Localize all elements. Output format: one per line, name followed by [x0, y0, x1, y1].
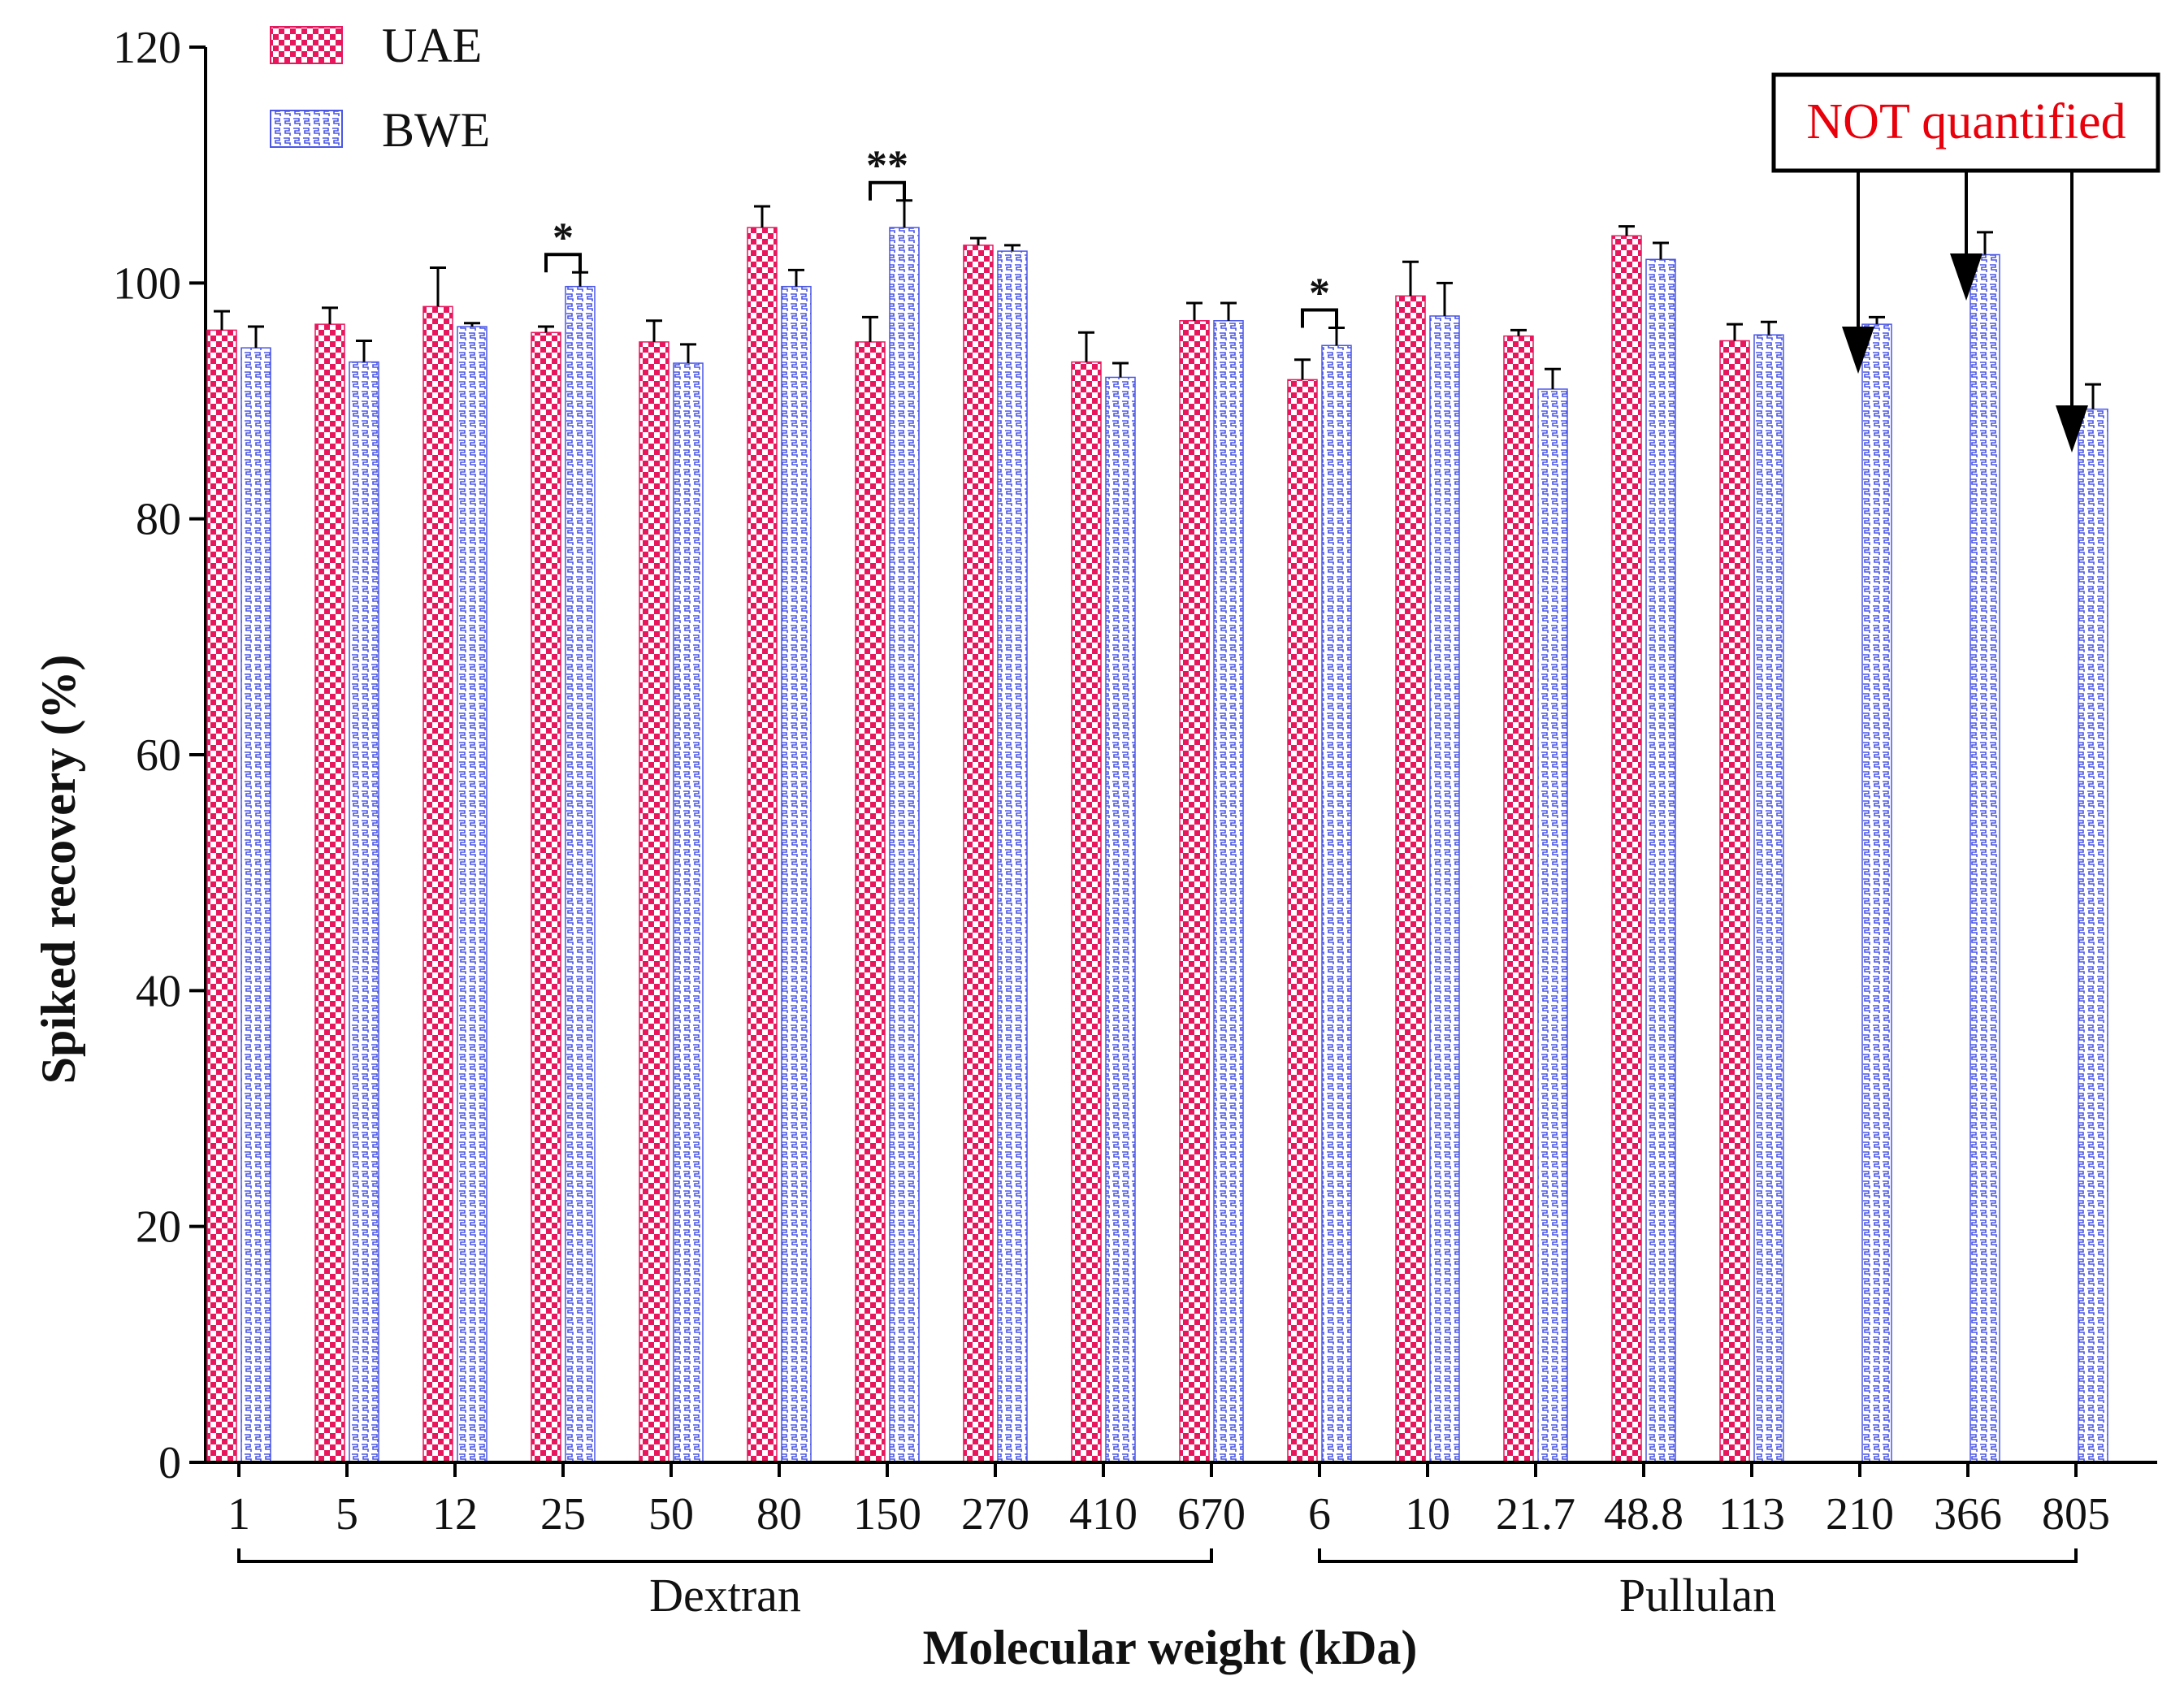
- x-tick-label: 366: [1934, 1489, 2002, 1540]
- annotation-arrow-head: [1950, 253, 1982, 301]
- bar-uae-1: [206, 329, 237, 1463]
- bar-uae-50: [639, 341, 670, 1463]
- bar-bwe-10: [1429, 315, 1460, 1463]
- y-tick-label: 0: [158, 1438, 181, 1488]
- bars: [206, 199, 2108, 1463]
- bar-bwe-805: [2078, 408, 2108, 1463]
- bar-uae-670: [1179, 320, 1210, 1463]
- legend-label-bwe: BWE: [382, 103, 490, 157]
- x-tick-label: 48.8: [1604, 1489, 1684, 1540]
- y-tick-label: 20: [136, 1202, 181, 1253]
- bar-bwe-80: [781, 285, 812, 1463]
- bar-uae-150: [855, 341, 886, 1463]
- y-tick-label: 100: [113, 258, 181, 309]
- x-tick-label: 150: [853, 1489, 921, 1540]
- bar-bwe-210: [1861, 323, 1892, 1463]
- x-tick-label: 21.7: [1496, 1489, 1575, 1540]
- y-tick-label: 60: [136, 730, 181, 781]
- bar-uae-410: [1071, 361, 1102, 1463]
- not-quantified-box: [1771, 72, 2160, 173]
- bar-uae-5: [314, 323, 345, 1463]
- bar-bwe-1: [240, 347, 271, 1463]
- x-tick-label: 25: [540, 1489, 586, 1540]
- y-tick-label: 80: [136, 495, 181, 545]
- bar-bwe-12: [457, 326, 488, 1463]
- bar-uae-6: [1287, 379, 1318, 1463]
- bar-uae-270: [963, 245, 994, 1463]
- x-tick-label: 670: [1177, 1489, 1246, 1540]
- annotation-arrow-head: [1842, 327, 1874, 374]
- legend-swatch-bwe: [270, 110, 343, 148]
- x-tick-label: 50: [648, 1489, 694, 1540]
- bar-bwe-5: [349, 361, 379, 1463]
- bar-uae-12: [422, 305, 453, 1463]
- bar-uae-113: [1719, 340, 1750, 1463]
- x-tick-label: 80: [756, 1489, 802, 1540]
- bar-uae-25: [531, 331, 561, 1463]
- annotation-arrow-head: [2056, 405, 2088, 453]
- significance-bracket: [544, 253, 582, 273]
- bar-bwe-50: [673, 362, 704, 1463]
- not-quantified-text: NOT quantified: [1806, 94, 2126, 149]
- bar-bwe-48.8: [1645, 258, 1676, 1463]
- x-tick-label: 1: [228, 1489, 250, 1540]
- x-tick-label: 10: [1405, 1489, 1450, 1540]
- significance-bracket: [869, 180, 906, 201]
- group-bracket-dextran: [237, 1548, 1213, 1563]
- x-tick-label: 210: [1826, 1489, 1894, 1540]
- significance-bracket: [1301, 308, 1338, 328]
- y-axis-title: Spiked recovery (%): [32, 655, 85, 1085]
- bar-bwe-21.7: [1537, 388, 1568, 1463]
- significance-label: **: [866, 143, 908, 189]
- x-tick-label: 113: [1718, 1489, 1785, 1540]
- x-tick-label: 6: [1308, 1489, 1331, 1540]
- bar-bwe-25: [565, 285, 596, 1463]
- x-tick-label: 270: [961, 1489, 1029, 1540]
- bar-bwe-113: [1753, 334, 1784, 1463]
- legend-label-uae: UAE: [382, 19, 482, 72]
- x-tick-label: 5: [336, 1489, 358, 1540]
- bar-bwe-366: [1970, 253, 2000, 1463]
- bar-uae-21.7: [1503, 335, 1534, 1463]
- y-tick-label: 40: [136, 966, 181, 1016]
- bar-bwe-270: [997, 250, 1028, 1463]
- significance-markers: ****: [544, 143, 1338, 328]
- bar-bwe-410: [1105, 376, 1136, 1463]
- bar-bwe-670: [1213, 320, 1244, 1463]
- bar-bwe-150: [889, 227, 920, 1463]
- x-tick-label: 805: [2042, 1489, 2110, 1540]
- legend: UAE BWE: [270, 19, 490, 157]
- category-groups: Dextran Pullulan: [237, 1548, 2078, 1622]
- significance-label: *: [1309, 270, 1330, 316]
- group-bracket-pullulan: [1318, 1548, 2078, 1563]
- x-tick-label: 12: [432, 1489, 478, 1540]
- legend-swatch-uae: [270, 26, 343, 64]
- bar-uae-80: [747, 227, 778, 1463]
- bar-uae-48.8: [1611, 235, 1642, 1463]
- not-quantified-annotation: NOT quantified: [1771, 72, 2160, 453]
- bar-uae-10: [1395, 295, 1426, 1463]
- x-axis: 1 5 12 25 50 80 150 270 410 670 6 10 21.7 48.8 113 210 3…: [206, 1461, 2157, 1540]
- significance-label: *: [552, 214, 574, 261]
- bar-bwe-6: [1321, 344, 1352, 1463]
- y-axis: 0 20 40 60 80 100 120: [113, 23, 207, 1488]
- x-axis-title: Molecular weight (kDa): [923, 1621, 1418, 1674]
- y-tick-label: 120: [113, 23, 181, 73]
- x-tick-label: 410: [1069, 1489, 1138, 1540]
- group-label-dextran: Dextran: [649, 1569, 801, 1622]
- group-label-pullulan: Pullulan: [1619, 1569, 1776, 1622]
